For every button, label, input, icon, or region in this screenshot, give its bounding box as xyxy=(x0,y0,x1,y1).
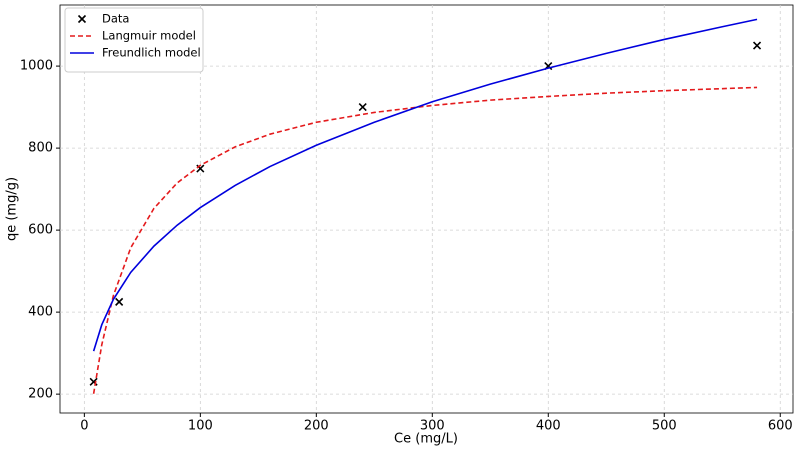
data-point xyxy=(752,41,762,50)
x-tick-label: 200 xyxy=(304,419,329,434)
plot-frame xyxy=(59,4,794,414)
data-point xyxy=(358,103,367,112)
y-tick-label: 200 xyxy=(28,387,53,402)
x-tick-label: 600 xyxy=(768,419,793,434)
legend-marker xyxy=(77,14,87,24)
x-tick-label: 100 xyxy=(188,419,213,434)
legend-box xyxy=(64,7,204,73)
x-tick-label: 500 xyxy=(652,419,677,434)
x-tick-label: 400 xyxy=(536,419,561,434)
data-point xyxy=(115,297,124,306)
x-axis-label: Ce (mg/L) xyxy=(394,432,458,447)
y-tick-label: 1000 xyxy=(20,59,53,74)
y-tick-label: 400 xyxy=(28,305,53,320)
model-line xyxy=(92,86,758,394)
legend-label: Data xyxy=(102,12,129,26)
y-axis-label: qe (mg/g) xyxy=(5,177,20,241)
legend: Data Langmuir model Freundlich model xyxy=(64,7,204,73)
y-tick-label: 600 xyxy=(28,223,53,238)
legend-label: Freundlich model xyxy=(102,46,201,60)
y-tick-label: 800 xyxy=(28,141,53,156)
legend-label: Langmuir model xyxy=(102,29,196,43)
x-tick-label: 0 xyxy=(80,419,88,434)
model-line xyxy=(92,18,758,352)
x-tick-label: 300 xyxy=(420,419,445,434)
